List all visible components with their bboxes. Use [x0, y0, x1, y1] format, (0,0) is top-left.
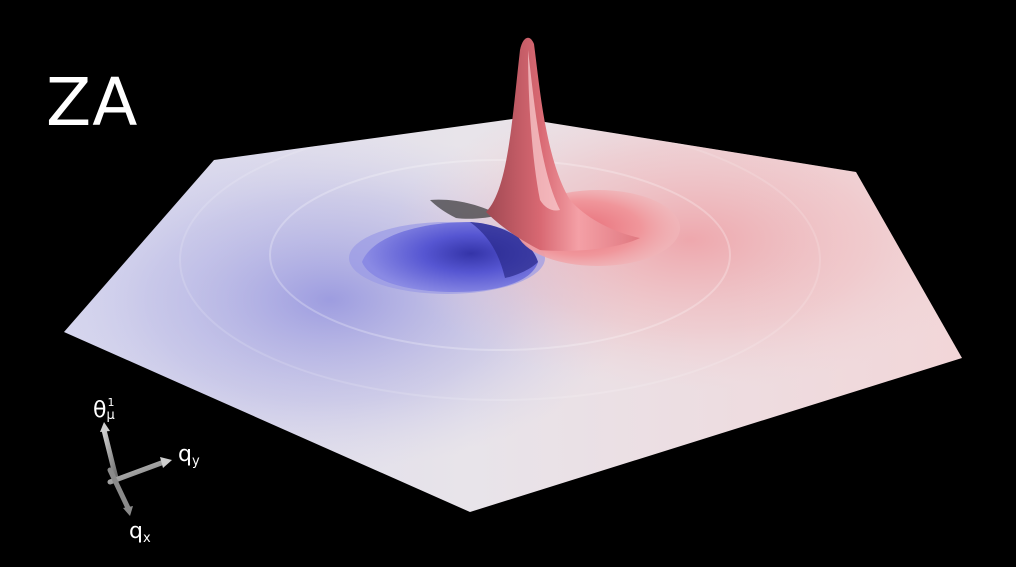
theta-axis	[101, 427, 119, 481]
negative-well-shadow	[470, 222, 538, 278]
qx-subscript: x	[142, 531, 151, 546]
positive-peak	[486, 37, 640, 251]
qx-axis-arrow-icon	[123, 506, 133, 516]
ripple-ring	[269, 159, 731, 351]
mode-title: ZA	[46, 64, 139, 141]
qx-axis	[107, 467, 131, 511]
theta-symbol: θ	[93, 398, 107, 423]
theta-subscript: μ	[106, 408, 115, 423]
qy-subscript: y	[191, 454, 200, 469]
surface-fold	[430, 199, 500, 219]
qy-axis-arrow-icon	[160, 457, 172, 468]
qy-axis	[107, 459, 167, 485]
peak-highlight	[528, 50, 560, 211]
axes-triad	[100, 422, 172, 516]
qx-symbol: q	[129, 519, 143, 544]
qy-axis-label: qy	[178, 442, 200, 469]
qx-axis-label: qx	[129, 519, 151, 546]
qy-symbol: q	[178, 442, 192, 467]
theta-axis-arrow-icon	[100, 422, 110, 432]
theta-superscript: 1	[107, 396, 115, 409]
